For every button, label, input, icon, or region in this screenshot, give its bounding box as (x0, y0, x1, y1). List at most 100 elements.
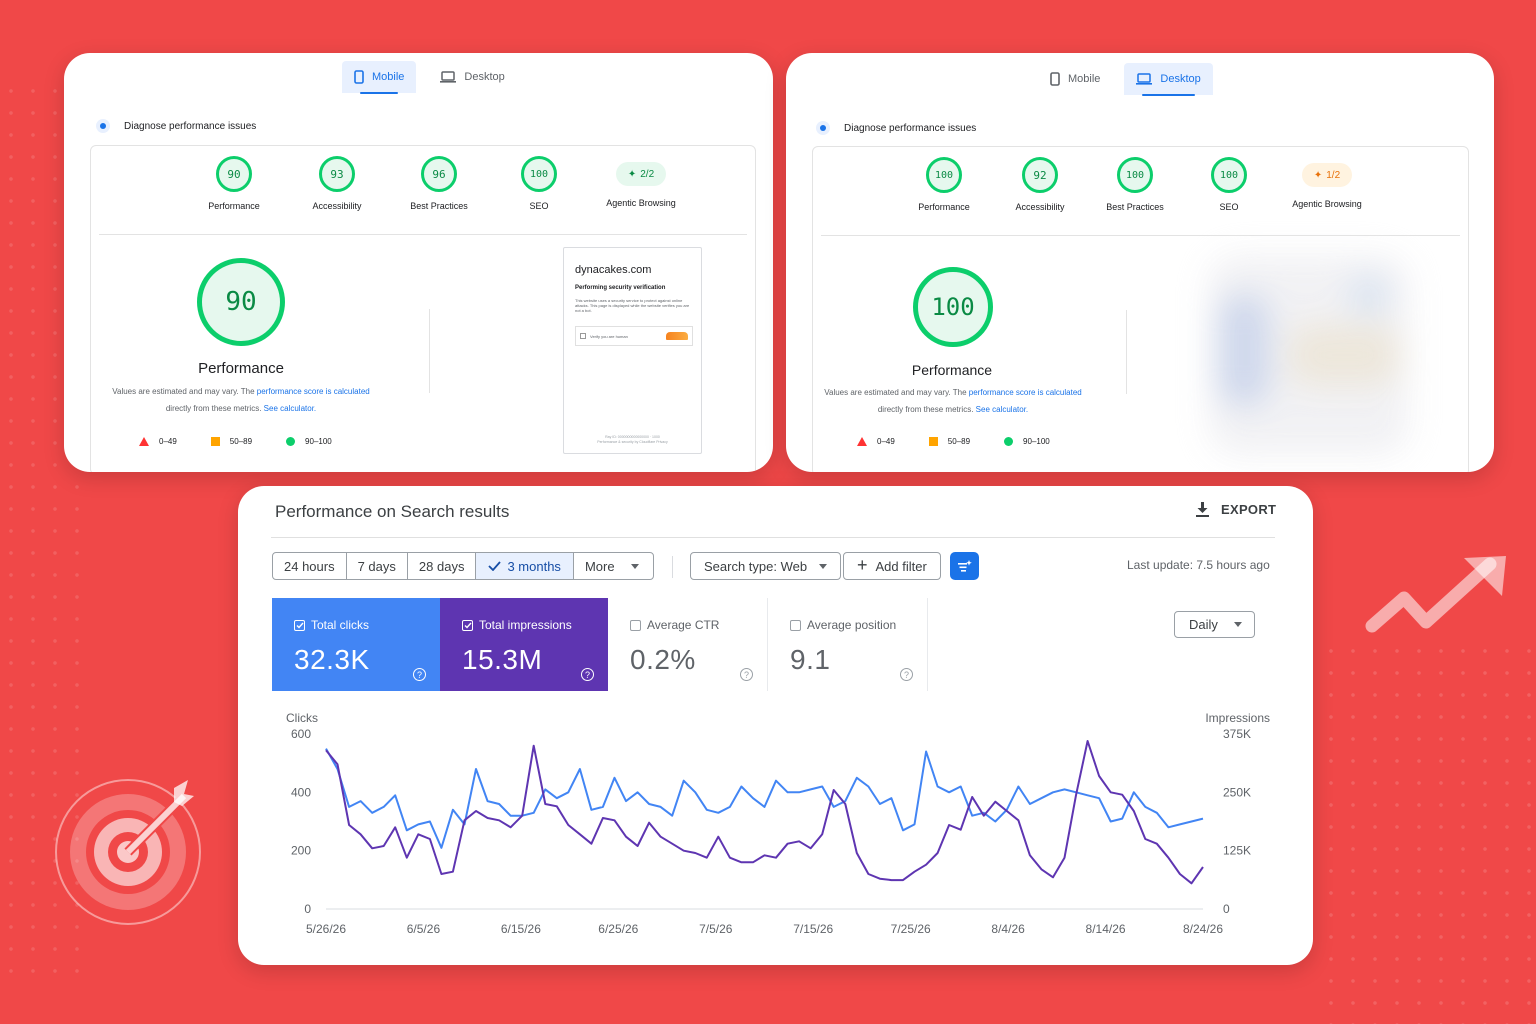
metric-impressions-value: 15.3M (462, 644, 543, 675)
pass-circle-icon (1004, 437, 1014, 446)
note-text-2: directly from these metrics. (165, 404, 264, 413)
see-calculator-link[interactable]: See calculator. (975, 405, 1029, 414)
tab-desktop-label: Desktop (1160, 73, 1201, 85)
metric-average-ctr[interactable]: Average CTR 0.2% ? (608, 598, 768, 691)
compare-filter-icon-button[interactable] (950, 552, 979, 580)
search-console-card: Performance on Search results EXPORT 24 … (238, 486, 1313, 965)
screenshot-site-name: dynacakes.com (575, 264, 652, 276)
metric-cards: Total clicks 32.3K ? Total impressions 1… (272, 598, 928, 691)
gauge-best-practices[interactable]: 100 Best Practices (1080, 157, 1190, 212)
estimate-note: Values are estimated and may vary. The p… (793, 384, 1113, 418)
gauge-seo-score: 100 (1211, 157, 1247, 193)
add-filter-label: Add filter (875, 558, 927, 574)
agentic-pill: ✦ 1/2 (1302, 163, 1352, 187)
scores-panel: 100 Performance 92 Accessibility 100 Bes… (812, 146, 1469, 472)
score-calculated-link[interactable]: performance score is calculated (968, 388, 1082, 397)
help-icon[interactable]: ? (413, 668, 426, 681)
search-type-dropdown[interactable]: Search type: Web (690, 552, 842, 580)
gauge-best-practices-label: Best Practices (410, 201, 468, 211)
date-range-selector: 24 hours 7 days 28 days 3 months More (272, 552, 654, 580)
toolbar-divider (672, 556, 673, 578)
gauge-accessibility-label: Accessibility (312, 201, 362, 211)
note-text-1: Values are estimated and may vary. The (112, 387, 257, 396)
x-tick-label: 8/4/26 (991, 922, 1025, 936)
decorative-dots-right (1320, 640, 1536, 1024)
gauge-agentic-browsing[interactable]: ✦ 1/2 Agentic Browsing (1272, 157, 1382, 209)
tab-mobile[interactable]: Mobile (1038, 63, 1112, 95)
legend-pass: 90–100 (1023, 437, 1050, 446)
smartphone-icon (1050, 72, 1060, 86)
gauge-best-practices-score: 96 (421, 156, 457, 192)
gauge-performance[interactable]: 100 Performance (889, 157, 999, 212)
laptop-icon (440, 71, 457, 83)
help-icon[interactable]: ? (581, 668, 594, 681)
gauge-accessibility-label: Accessibility (1015, 202, 1065, 212)
average-square-icon (928, 437, 938, 446)
series-line-clicks (325, 748, 1204, 849)
score-calculated-link[interactable]: performance score is calculated (256, 387, 370, 396)
export-button[interactable]: EXPORT (1196, 502, 1276, 517)
y-axis-title: Clicks (286, 711, 318, 725)
range-3-months[interactable]: 3 months (476, 553, 574, 579)
help-icon[interactable]: ? (900, 668, 913, 681)
screenshot-verify-box: Verify you are human (575, 326, 693, 346)
y2-tick-label: 0 (1223, 902, 1230, 916)
see-calculator-link[interactable]: See calculator. (263, 404, 317, 413)
gauge-performance-score: 100 (926, 157, 962, 193)
metric-position-label: Average position (807, 618, 897, 632)
x-tick-label: 7/25/26 (891, 922, 931, 936)
tab-mobile[interactable]: Mobile (342, 61, 417, 94)
check-icon (488, 561, 502, 571)
help-icon[interactable]: ? (740, 668, 753, 681)
performance-big-label: Performance (911, 362, 993, 378)
x-tick-label: 6/15/26 (501, 922, 541, 936)
diagnose-label: Diagnose performance issues (124, 120, 257, 132)
metric-clicks-label: Total clicks (311, 618, 370, 632)
diagnose-icon (816, 121, 830, 135)
plus-icon: + (857, 555, 868, 575)
agentic-label: Agentic Browsing (606, 198, 676, 208)
granularity-dropdown[interactable]: Daily (1174, 611, 1255, 638)
search-type-label: Search type: Web (704, 558, 808, 574)
performance-big-gauge: 90 (197, 258, 285, 346)
gauge-accessibility[interactable]: 93 Accessibility (282, 156, 392, 211)
range-24-hours-label: 24 hours (284, 558, 335, 574)
metric-ctr-label: Average CTR (647, 618, 720, 632)
metric-average-position[interactable]: Average position 9.1 ? (768, 598, 928, 691)
gauge-agentic-browsing[interactable]: ✦ 2/2 Agentic Browsing (586, 156, 696, 208)
range-7-days[interactable]: 7 days (347, 553, 408, 579)
range-28-days[interactable]: 28 days (408, 553, 477, 579)
metric-total-impressions[interactable]: Total impressions 15.3M ? (440, 598, 608, 691)
gauge-performance[interactable]: 90 Performance (179, 156, 289, 211)
y2-tick-label: 375K (1223, 727, 1251, 741)
granularity-label: Daily (1189, 617, 1218, 632)
x-tick-label: 7/15/26 (793, 922, 833, 936)
fail-triangle-icon (139, 437, 149, 446)
x-tick-label: 6/5/26 (407, 922, 441, 936)
legend-fail: 0–49 (159, 437, 177, 446)
range-more-dropdown[interactable]: More (574, 553, 653, 579)
fail-triangle-icon (857, 437, 867, 446)
gauge-best-practices[interactable]: 96 Best Practices (384, 156, 494, 211)
metric-total-clicks[interactable]: Total clicks 32.3K ? (272, 598, 440, 691)
last-update-text: Last update: 7.5 hours ago (1127, 558, 1270, 572)
legend-average: 50–89 (947, 437, 971, 446)
gauge-accessibility[interactable]: 92 Accessibility (985, 157, 1095, 212)
tab-desktop[interactable]: Desktop (1124, 63, 1213, 96)
range-24-hours[interactable]: 24 hours (273, 553, 347, 579)
x-tick-label: 7/5/26 (699, 922, 733, 936)
gauge-seo[interactable]: 100 SEO (484, 156, 594, 211)
gauge-accessibility-score: 92 (1022, 157, 1058, 193)
tab-desktop[interactable]: Desktop (428, 61, 516, 93)
vertical-divider (429, 309, 430, 393)
tab-mobile-label: Mobile (1068, 73, 1101, 85)
add-filter-button[interactable]: + Add filter (843, 552, 941, 580)
checkbox-checked-icon (294, 619, 305, 631)
diagnose-icon (96, 119, 110, 133)
vertical-divider (1126, 310, 1127, 394)
gauge-seo[interactable]: 100 SEO (1174, 157, 1284, 212)
device-tabs: Mobile Desktop (1038, 63, 1213, 96)
blurred-page-screenshot (1189, 255, 1425, 465)
range-28-days-label: 28 days (418, 558, 465, 574)
gauge-accessibility-score: 93 (319, 156, 355, 192)
